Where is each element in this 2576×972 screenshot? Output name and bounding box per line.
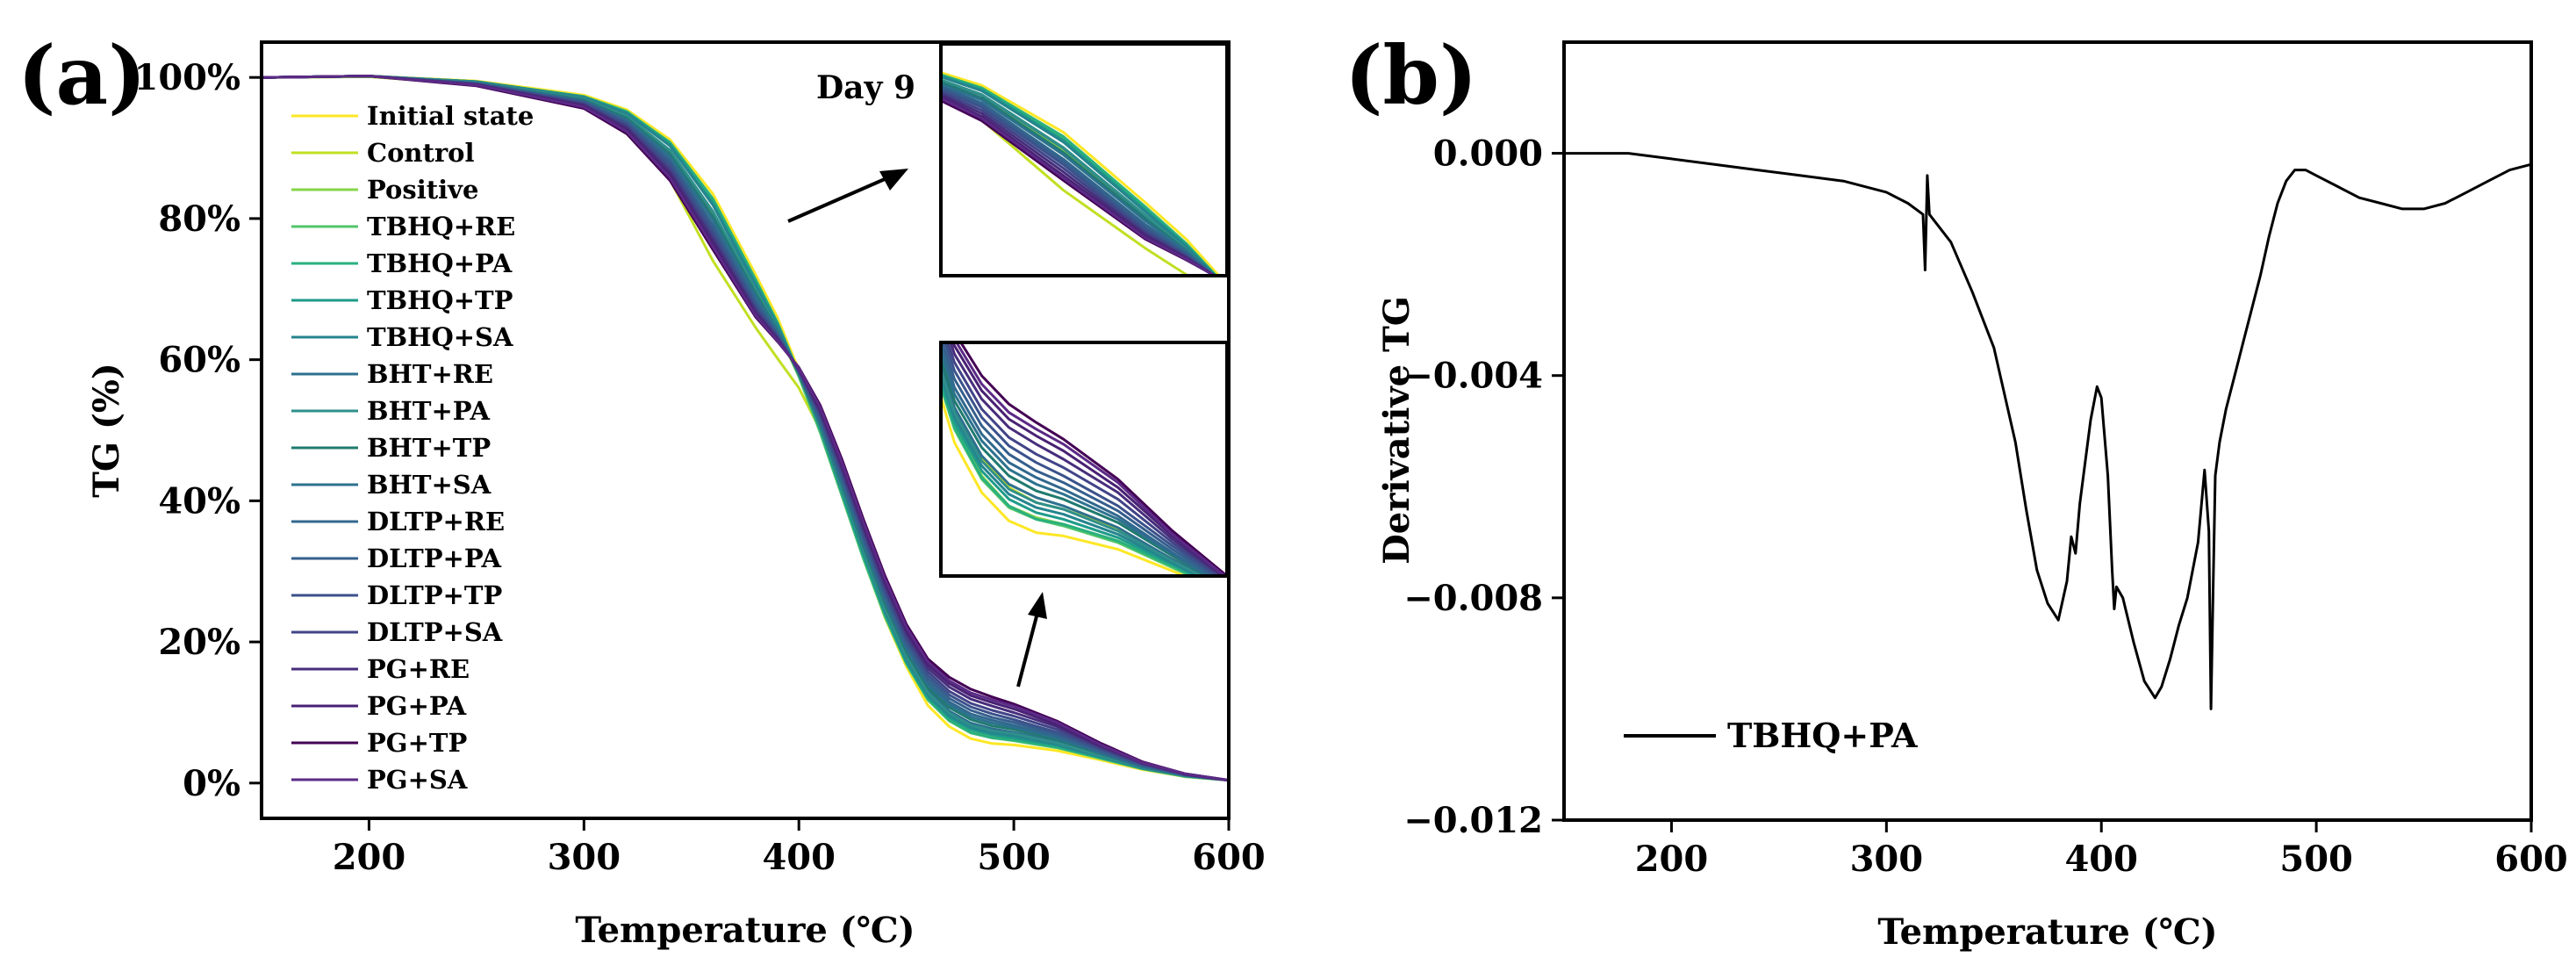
inset-tail-line-bht-tp (941, 354, 1210, 576)
x-tick-label: 300 (548, 837, 621, 878)
x-tick-label: 600 (1192, 837, 1266, 878)
legend-label-positive: Positive (367, 175, 478, 205)
panel-a-plot: 200 300 400 500 600 0% 20% 40% 60% 80% 100% Tempe… (86, 40, 1266, 951)
y-tick-label: 60% (158, 340, 240, 381)
legend-label-bht-tp: BHT+TP (367, 433, 491, 463)
panel-a-x-axis-label: Temperature (℃) (575, 910, 915, 951)
x-tick-label: 400 (2064, 839, 2138, 880)
inset-day9: Day 9 (816, 42, 1229, 277)
inset-tail-line-tbhq-re (941, 382, 1195, 576)
inset-tail-line-pg-re (949, 342, 1225, 576)
inset-tail-line-pg-pa (951, 342, 1227, 576)
legend-label-bht-pa: BHT+PA (367, 396, 490, 426)
panel-b-axes-frame (1562, 40, 2533, 822)
x-tick-label: 500 (2279, 839, 2353, 880)
panel-b-legend: TBHQ+PA (1624, 716, 1918, 755)
legend-label-control: Control (367, 138, 475, 168)
panel-b-plot: 200 300 400 500 600 0.000−0.004−0.008−0.012 … (1376, 40, 2568, 953)
legend-label-tbhq-tp: TBHQ+TP (367, 285, 513, 315)
legend-label-dltp-sa: DLTP+SA (367, 617, 503, 647)
x-tick-label: 300 (1850, 839, 1924, 880)
inset-tail-line-tbhq-sa (941, 371, 1202, 576)
legend-label-tbhq-sa: TBHQ+SA (367, 322, 513, 352)
series-line-tbhq-pa (1564, 152, 2532, 710)
inset-tail-line-tbhq-pa (941, 380, 1196, 576)
legend-label-pg-sa: PG+SA (367, 765, 468, 795)
y-tick-label: 40% (158, 480, 240, 522)
panel-a-y-axis-label: TG (%) (86, 363, 127, 498)
legend-label-bht-re: BHT+RE (367, 359, 493, 389)
legend-label-tbhq-pa: TBHQ+PA (1727, 716, 1918, 755)
inset-day9-arrowhead (879, 169, 908, 191)
inset-tail-line-dltp-tp (944, 342, 1220, 576)
x-tick-label: 200 (333, 837, 406, 878)
legend-label-dltp-pa: DLTP+PA (367, 544, 502, 573)
inset-day9-label: Day 9 (816, 69, 915, 106)
y-tick-label: 0% (183, 763, 240, 804)
inset-day9-arrow (787, 177, 886, 223)
legend-label-pg-pa: PG+PA (367, 691, 467, 721)
y-tick-label: 20% (158, 622, 240, 663)
legend-label-dltp-re: DLTP+RE (367, 507, 505, 536)
inset-tail-line-pg-tp (958, 342, 1227, 576)
x-tick-label: 500 (977, 837, 1051, 878)
x-tick-label: 400 (762, 837, 836, 878)
panel-a-legend: Initial state Control Positive TBHQ+RE TBHQ+… (291, 101, 534, 795)
inset-day9-frame (939, 42, 1229, 277)
inset-tail-arrow (1016, 616, 1038, 688)
inset-tail-line-tbhq-tp (941, 376, 1200, 576)
x-tick-label: 200 (1635, 839, 1709, 880)
inset-tail-line-pg-sa (955, 342, 1227, 576)
inset-tail-line-control (941, 363, 1208, 576)
series-line-pg-sa (261, 75, 1230, 782)
inset-tail-arrowhead (1028, 592, 1047, 619)
y-tick-label: −0.012 (1403, 800, 1543, 841)
inset-tail-line-bht-sa (941, 347, 1211, 576)
legend-label-pg-re: PG+RE (367, 654, 470, 684)
panel-b-y-ticks: 0.000 −0.004 −0.008 −0.012 (1403, 133, 1564, 841)
x-tick-label: 600 (2494, 839, 2568, 880)
inset-tail (939, 341, 1229, 578)
y-tick-label: 80% (158, 198, 240, 240)
inset-tail-line-bht-re (941, 360, 1206, 576)
y-tick-label: −0.008 (1403, 578, 1543, 619)
inset-tail-line-dltp-re (941, 342, 1214, 576)
panel-label-b: (b) (1345, 28, 1477, 123)
inset-tail-line-initial-state (941, 392, 1188, 576)
y-tick-label: 100% (133, 57, 240, 98)
panel-b-x-ticks: 200 300 400 500 600 (1635, 820, 2568, 880)
inset-tail-line-bht-pa (941, 365, 1205, 576)
legend-label-dltp-tp: DLTP+TP (367, 580, 502, 610)
panel-b-y-axis-label: Derivative TG (1376, 296, 1417, 565)
panel-b-curves (1564, 152, 2532, 710)
panel-a-y-ticks: 0% 20% 40% 60% 80% 100% (133, 57, 262, 804)
legend-label-initial-state: Initial state (367, 101, 534, 131)
panel-b-x-axis-label: Temperature (℃) (1877, 911, 2217, 953)
inset-tail-line-dltp-pa (941, 342, 1216, 576)
legend-label-bht-sa: BHT+SA (367, 470, 492, 500)
inset-tail-frame (939, 341, 1229, 578)
legend-label-pg-tp: PG+TP (367, 728, 467, 758)
inset-tail-curves (941, 342, 1227, 576)
panel-label-a: (a) (18, 28, 147, 123)
inset-tail-line-dltp-sa (946, 342, 1223, 576)
y-tick-label: 0.000 (1433, 133, 1543, 175)
y-tick-label: −0.004 (1403, 356, 1543, 397)
legend-label-tbhq-re: TBHQ+RE (367, 212, 515, 241)
legend-label-tbhq-pa: TBHQ+PA (367, 248, 513, 278)
panel-a-x-ticks: 200 300 400 500 600 (333, 818, 1266, 878)
panel-a-curves (261, 75, 1230, 782)
series-line-bht-pa (261, 75, 1230, 782)
